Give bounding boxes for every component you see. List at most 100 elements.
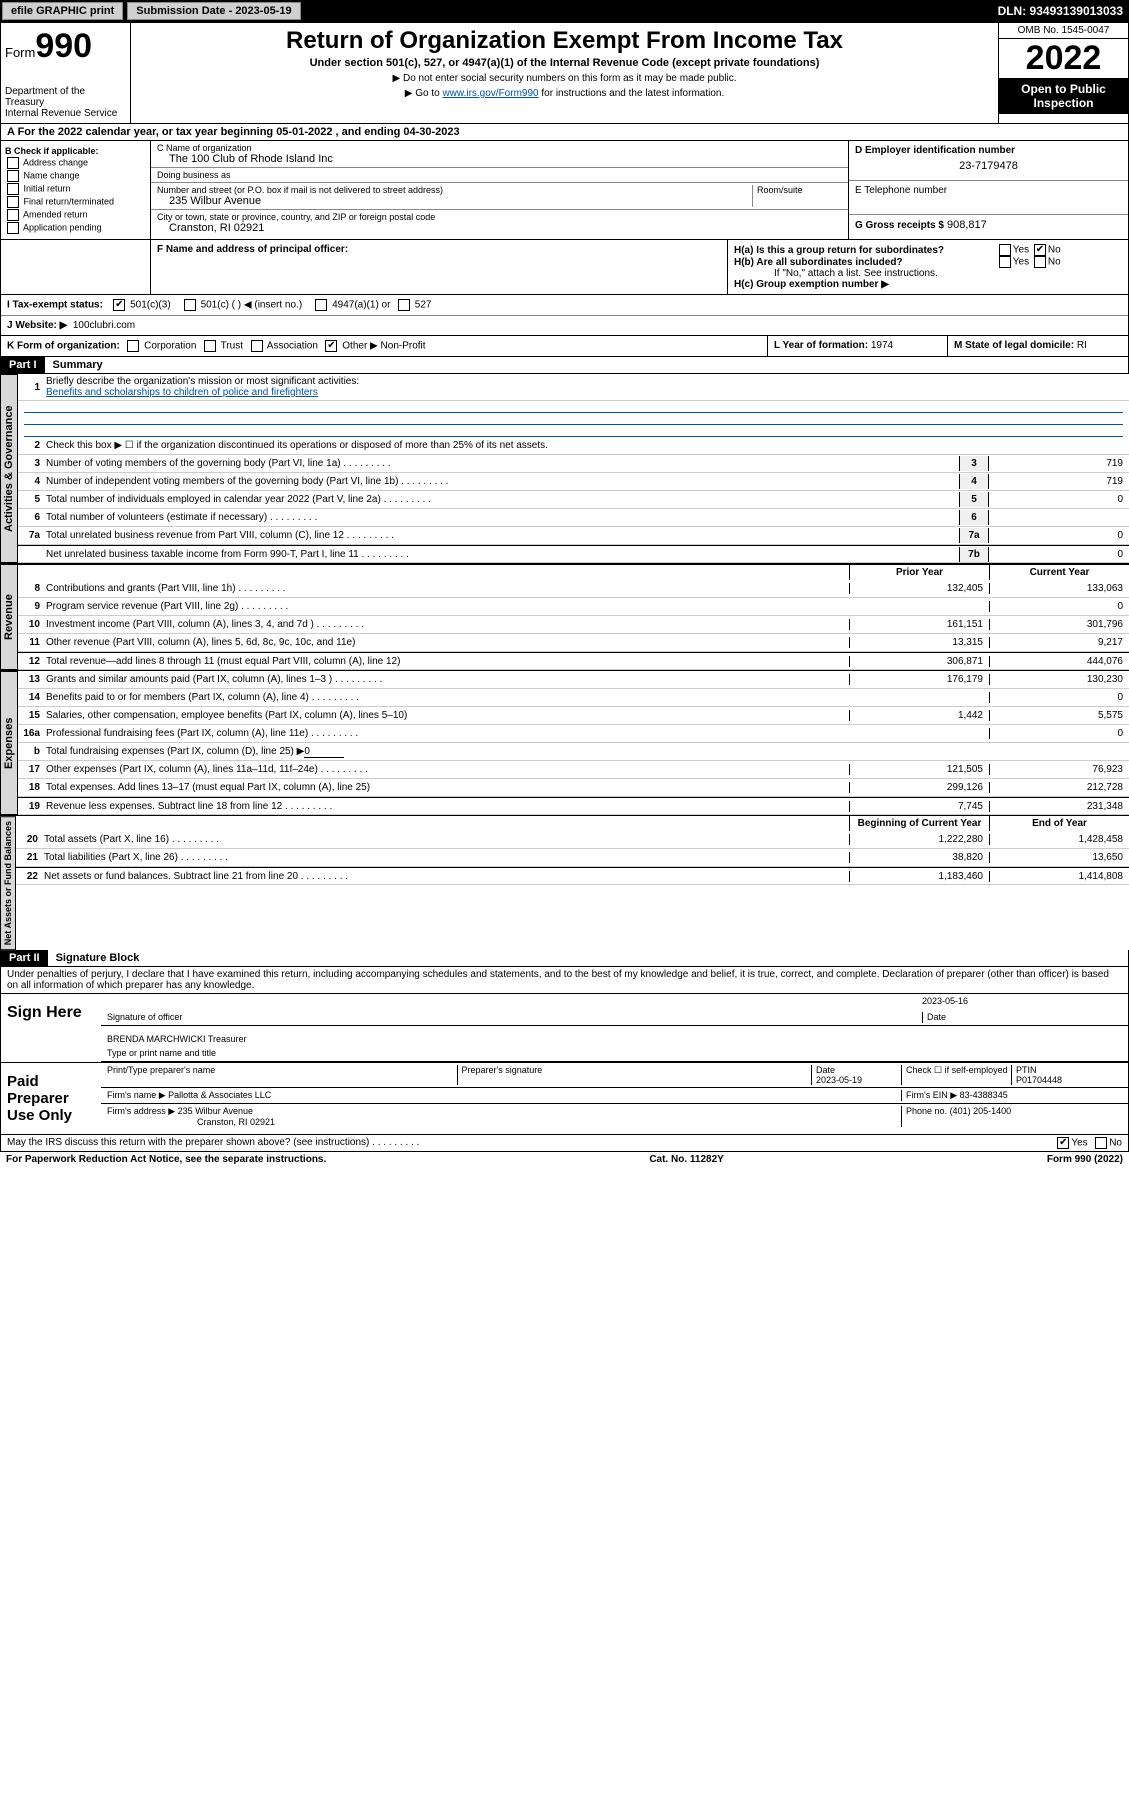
footer-right: Form 990 (2022): [1047, 1154, 1123, 1165]
c-dba: Doing business as: [151, 168, 848, 183]
hdr-curr: Current Year: [989, 565, 1129, 580]
dept-label: Department of the Treasury Internal Reve…: [5, 86, 126, 119]
b-opt-final[interactable]: Final return/terminated: [5, 196, 146, 208]
r9c: 0: [989, 601, 1129, 612]
form-note-2: ▶ Go to www.irs.gov/Form990 for instruct…: [135, 88, 994, 99]
l9: Program service revenue (Part VIII, line…: [46, 599, 849, 614]
col-b-checkboxes: B Check if applicable: Address change Na…: [1, 141, 151, 239]
n22c: 1,414,808: [989, 871, 1129, 882]
v5: 0: [989, 494, 1129, 505]
l7b: Net unrelated business taxable income fr…: [46, 547, 959, 562]
paid-preparer-section: Paid Preparer Use Only Print/Type prepar…: [0, 1063, 1129, 1135]
firm-phone: Phone no. (401) 205-1400: [902, 1106, 1122, 1127]
form-title: Return of Organization Exempt From Incom…: [135, 27, 994, 55]
n22p: 1,183,460: [849, 871, 989, 882]
row-i-j: I Tax-exempt status: 501(c)(3) 501(c) ( …: [0, 295, 1129, 336]
l18: Total expenses. Add lines 13–17 (must eq…: [46, 780, 849, 795]
n20c: 1,428,458: [989, 834, 1129, 845]
n20p: 1,222,280: [849, 834, 989, 845]
sig-name: BRENDA MARCHWICKI Treasurer: [107, 1034, 247, 1044]
v3: 719: [989, 458, 1129, 469]
page-footer: For Paperwork Reduction Act Notice, see …: [0, 1152, 1129, 1167]
h-c: H(c) Group exemption number ▶: [734, 279, 1122, 290]
part-1-header: Part ISummary: [0, 357, 1129, 374]
section-expenses: Expenses 13Grants and similar amounts pa…: [0, 670, 1129, 815]
open-public: Open to Public Inspection: [999, 78, 1128, 114]
e16ac: 0: [989, 728, 1129, 739]
row-k-l-m: K Form of organization: Corporation Trus…: [0, 336, 1129, 357]
form-note-1: ▶ Do not enter social security numbers o…: [135, 73, 994, 84]
tax-year: 2022: [999, 39, 1128, 78]
sign-here-label: Sign Here: [1, 994, 101, 1062]
e18p: 299,126: [849, 782, 989, 793]
section-revenue: Revenue Prior YearCurrent Year 8Contribu…: [0, 563, 1129, 670]
b-title: B Check if applicable:: [5, 146, 146, 156]
l2: Check this box ▶ ☐ if the organization d…: [46, 438, 1129, 453]
hdr-prior: Prior Year: [849, 565, 989, 580]
submission-date-button[interactable]: Submission Date - 2023-05-19: [127, 2, 300, 20]
prep-ptin: PTINP01704448: [1012, 1065, 1122, 1085]
vtab-revenue: Revenue: [0, 564, 18, 670]
l19: Revenue less expenses. Subtract line 18 …: [46, 799, 849, 814]
e-phone: E Telephone number: [849, 181, 1128, 215]
r8c: 133,063: [989, 583, 1129, 594]
r10c: 301,796: [989, 619, 1129, 630]
r11c: 9,217: [989, 637, 1129, 648]
r12c: 444,076: [989, 656, 1129, 667]
b-opt-initial[interactable]: Initial return: [5, 183, 146, 195]
d-ein: D Employer identification number 23-7179…: [849, 141, 1128, 181]
l13: Grants and similar amounts paid (Part IX…: [46, 672, 849, 687]
part-2-header: Part IISignature Block: [0, 950, 1129, 967]
l15: Salaries, other compensation, employee b…: [46, 708, 849, 723]
e15c: 5,575: [989, 710, 1129, 721]
vtab-expenses: Expenses: [0, 671, 18, 815]
l12: Total revenue—add lines 8 through 11 (mu…: [46, 654, 849, 669]
vtab-governance: Activities & Governance: [0, 374, 18, 563]
f-officer: F Name and address of principal officer:: [151, 240, 728, 294]
dln-label: DLN: 93493139013033: [992, 4, 1129, 18]
paid-preparer-label: Paid Preparer Use Only: [1, 1063, 101, 1134]
vtab-net: Net Assets or Fund Balances: [0, 816, 16, 950]
irs-link[interactable]: www.irs.gov/Form990: [442, 88, 538, 99]
l16a: Professional fundraising fees (Part IX, …: [46, 726, 849, 741]
h-b: H(b) Are all subordinates included? Yes …: [734, 256, 1122, 268]
efile-print-button[interactable]: efile GRAPHIC print: [2, 2, 123, 20]
sig-date-label: Date: [922, 1012, 1122, 1023]
l22: Net assets or fund balances. Subtract li…: [44, 869, 849, 884]
sig-officer-label: Signature of officer: [107, 1012, 922, 1023]
e17c: 76,923: [989, 764, 1129, 775]
l16b: Total fundraising expenses (Part IX, col…: [46, 744, 849, 760]
h-b-note: If "No," attach a list. See instructions…: [734, 268, 1122, 279]
sig-declaration: Under penalties of perjury, I declare th…: [0, 967, 1129, 994]
l21: Total liabilities (Part X, line 26): [44, 850, 849, 865]
e13p: 176,179: [849, 674, 989, 685]
l7a: Total unrelated business revenue from Pa…: [46, 528, 959, 543]
l20: Total assets (Part X, line 16): [44, 832, 849, 847]
prep-date: Date2023-05-19: [812, 1065, 902, 1085]
sig-name-label: Type or print name and title: [107, 1048, 216, 1059]
e15p: 1,442: [849, 710, 989, 721]
v7a: 0: [989, 530, 1129, 541]
v7b: 0: [989, 549, 1129, 560]
r12p: 306,871: [849, 656, 989, 667]
row-f-h: F Name and address of principal officer:…: [0, 240, 1129, 295]
form-header: Form990 Department of the Treasury Inter…: [0, 22, 1129, 124]
l1-mission[interactable]: Benefits and scholarships to children of…: [46, 387, 318, 398]
b-opt-amended[interactable]: Amended return: [5, 209, 146, 221]
row-a-tax-year: A For the 2022 calendar year, or tax yea…: [0, 124, 1129, 141]
c-org-name: C Name of organization The 100 Club of R…: [151, 141, 848, 168]
b-opt-address[interactable]: Address change: [5, 157, 146, 169]
b-opt-name[interactable]: Name change: [5, 170, 146, 182]
form-number: Form990: [5, 27, 126, 66]
n21c: 13,650: [989, 852, 1129, 863]
hdr-beg: Beginning of Current Year: [849, 816, 989, 831]
sign-here-section: Sign Here 2023-05-16 Signature of office…: [0, 994, 1129, 1063]
r8p: 132,405: [849, 583, 989, 594]
sig-date-val: 2023-05-16: [922, 996, 1122, 1008]
l6: Total number of volunteers (estimate if …: [46, 510, 959, 525]
prep-self: Check ☐ if self-employed: [902, 1065, 1012, 1085]
l17: Other expenses (Part IX, column (A), lin…: [46, 762, 849, 777]
l11: Other revenue (Part VIII, column (A), li…: [46, 635, 849, 650]
b-opt-pending[interactable]: Application pending: [5, 222, 146, 234]
g-gross: G Gross receipts $ 908,817: [849, 215, 1128, 235]
